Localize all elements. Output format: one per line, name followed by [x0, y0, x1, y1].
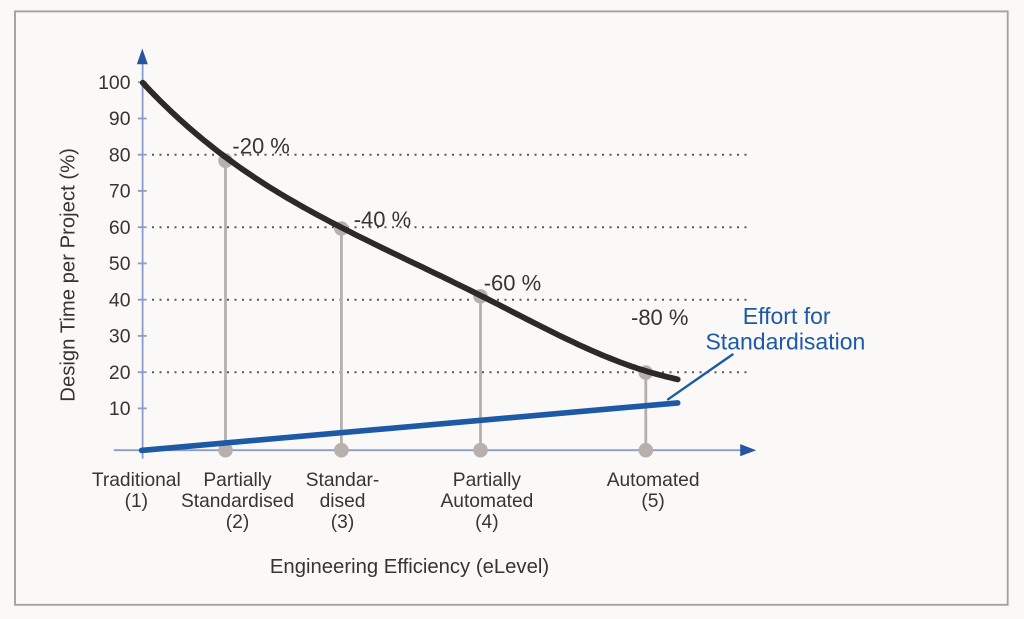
- svg-text:Partially: Partially: [203, 470, 272, 491]
- svg-text:Standardisation: Standardisation: [705, 329, 865, 355]
- svg-text:-60 %: -60 %: [484, 270, 541, 295]
- svg-text:Design Time per Project (%): Design Time per Project (%): [57, 148, 79, 402]
- svg-text:60: 60: [109, 217, 131, 239]
- svg-text:(4): (4): [475, 512, 498, 533]
- svg-text:Engineering Efficiency (eLevel: Engineering Efficiency (eLevel): [270, 556, 549, 578]
- svg-text:80: 80: [109, 144, 131, 166]
- svg-text:-40 %: -40 %: [354, 207, 411, 232]
- svg-text:40: 40: [109, 289, 131, 311]
- svg-text:20: 20: [109, 362, 131, 384]
- svg-text:70: 70: [109, 181, 131, 203]
- svg-text:Automated: Automated: [607, 470, 700, 491]
- svg-text:50: 50: [109, 253, 131, 275]
- svg-text:-20 %: -20 %: [232, 134, 289, 159]
- svg-text:dised: dised: [320, 491, 366, 512]
- svg-text:90: 90: [109, 108, 131, 130]
- svg-text:10: 10: [109, 398, 131, 420]
- svg-text:-80 %: -80 %: [631, 305, 688, 330]
- svg-text:Effort for: Effort for: [743, 303, 831, 329]
- svg-text:Standardised: Standardised: [181, 491, 294, 512]
- svg-text:Partially: Partially: [453, 470, 522, 491]
- svg-text:(1): (1): [125, 491, 148, 512]
- svg-text:(3): (3): [331, 512, 354, 533]
- svg-text:Automated: Automated: [440, 491, 533, 512]
- svg-text:Standar-: Standar-: [306, 470, 380, 491]
- svg-text:(5): (5): [641, 491, 664, 512]
- svg-text:100: 100: [98, 72, 131, 94]
- svg-text:(2): (2): [226, 512, 249, 533]
- svg-text:30: 30: [109, 326, 131, 348]
- svg-text:Traditional: Traditional: [92, 470, 181, 491]
